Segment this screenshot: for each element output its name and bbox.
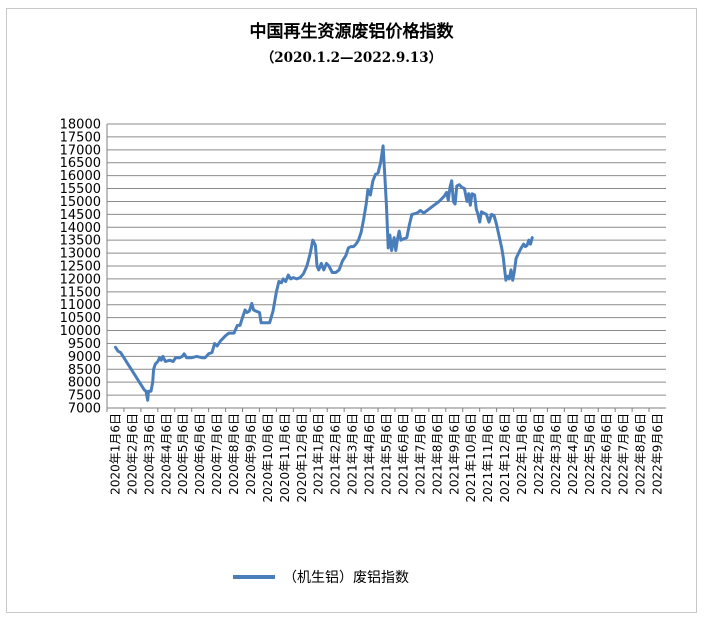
x-tick-label: 2022年1月6日 [515, 413, 529, 495]
y-tick-label: 16000 [60, 169, 101, 184]
y-tick-label: 14000 [60, 221, 101, 236]
series-line [114, 144, 534, 402]
x-tick-label: 2021年3月6日 [346, 413, 360, 495]
y-tick-label: 9500 [68, 337, 101, 352]
x-tick-label: 2022年8月6日 [634, 413, 648, 495]
x-tick-label: 2021年2月6日 [329, 413, 343, 495]
y-tick-label: 8000 [68, 376, 101, 391]
y-tick-label: 11000 [60, 298, 101, 313]
x-axis-ticks: 2020年1月6日 2020年2月6日 2020年3月6日 2020年4月6日 2020… [108, 413, 664, 502]
x-tick-label: 2021年5月6日 [380, 413, 394, 495]
y-tick-label: 10500 [60, 311, 101, 326]
y-tick-label: 7000 [68, 402, 101, 417]
x-tick-label: 2022年9月6日 [651, 413, 665, 495]
x-tick-label: 2020年10月6日 [261, 413, 275, 502]
x-tick-label: 2020年1月6日 [108, 413, 122, 495]
x-tick-label: 2020年3月6日 [142, 413, 156, 495]
y-tick-label: 10000 [60, 324, 101, 339]
x-tick-label: 2022年5月6日 [583, 413, 597, 495]
series-layer [114, 144, 534, 402]
x-tick-label: 2020年5月6日 [176, 413, 190, 495]
x-tick-label: 2022年3月6日 [549, 413, 563, 495]
y-tick-label: 11500 [60, 285, 101, 300]
x-tick-label: 2021年10月6日 [464, 413, 478, 502]
x-tick-label: 2020年9月6日 [244, 413, 258, 495]
y-axis-ticks: 7000750080008500900095001000010500110001… [60, 118, 101, 417]
x-tick-label: 2020年12月6日 [295, 413, 309, 502]
x-tick-label: 2020年11月6日 [278, 413, 292, 502]
x-tick-label: 2021年12月6日 [498, 413, 512, 502]
y-tick-label: 12500 [60, 260, 101, 275]
x-tick-label: 2021年7月6日 [413, 413, 427, 495]
x-tick-label: 2020年2月6日 [125, 413, 139, 495]
x-tick-label: 2022年2月6日 [532, 413, 546, 495]
x-tick-label: 2021年8月6日 [430, 413, 444, 495]
x-tick-label: 2022年4月6日 [566, 413, 580, 495]
y-tick-label: 16500 [60, 156, 101, 171]
chart-area: 中国再生资源废铝价格指数 （2020.1.2—2022.9.13） 700075… [60, 21, 666, 586]
x-tick-label: 2020年8月6日 [227, 413, 241, 495]
y-tick-label: 18000 [60, 118, 101, 133]
y-tick-label: 13000 [60, 247, 101, 262]
x-tick-label: 2020年4月6日 [159, 413, 173, 495]
y-tick-label: 15000 [60, 195, 101, 210]
x-tick-label: 2022年7月6日 [617, 413, 631, 495]
x-tick-label: 2021年4月6日 [363, 413, 377, 495]
y-tick-label: 17000 [60, 143, 101, 158]
y-tick-label: 14500 [60, 208, 101, 223]
x-tick-label: 2020年6月6日 [193, 413, 207, 495]
y-tick-label: 7500 [68, 389, 101, 404]
x-tick-label: 2020年7月6日 [210, 413, 224, 495]
y-tick-label: 9000 [68, 350, 101, 365]
x-tick-label: 2021年11月6日 [481, 413, 495, 502]
axes [106, 124, 666, 412]
x-tick-label: 2022年6月6日 [600, 413, 614, 495]
x-tick-label: 2021年6月6日 [396, 413, 410, 495]
y-tick-label: 12000 [60, 272, 101, 287]
legend: （机生铝）废铝指数 [233, 570, 409, 586]
chart-subtitle: （2020.1.2—2022.9.13） [261, 50, 442, 66]
gridlines [107, 123, 666, 396]
x-tick-label: 2021年1月6日 [312, 413, 326, 495]
legend-label: （机生铝）废铝指数 [283, 570, 409, 586]
y-tick-label: 13500 [60, 234, 101, 249]
y-tick-label: 17500 [60, 130, 101, 145]
x-tick-label: 2021年9月6日 [447, 413, 461, 495]
y-tick-label: 15500 [60, 182, 101, 197]
y-tick-label: 8500 [68, 363, 101, 378]
chart-title: 中国再生资源废铝价格指数 [250, 21, 455, 42]
chart-frame: 中国再生资源废铝价格指数 （2020.1.2—2022.9.13） 7000 75… [6, 8, 697, 613]
